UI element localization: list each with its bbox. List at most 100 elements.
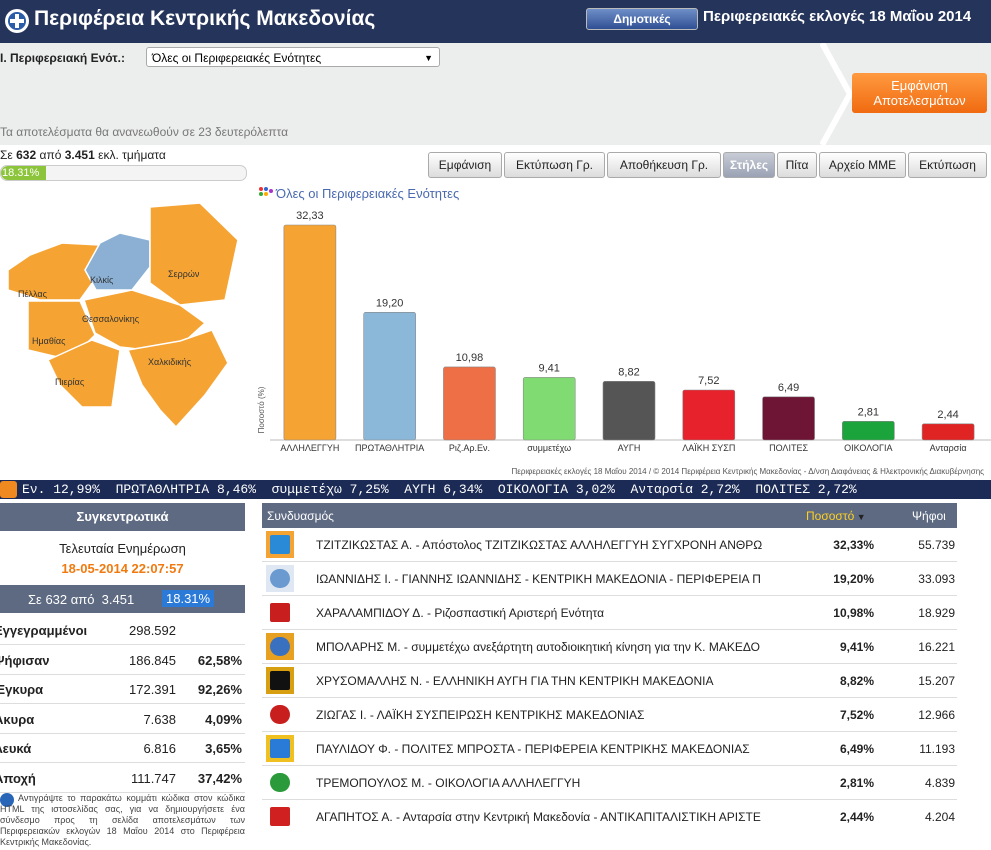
party-logo: [266, 769, 294, 796]
toolbar-button[interactable]: Αρχείο ΜΜΕ: [819, 152, 906, 178]
party-name: ΙΩΑΝΝΙΔΗΣ Ι. - ΓΙΑΝΝΗΣ ΙΩΑΝΝΙΔΗΣ - ΚΕΝΤΡ…: [316, 572, 761, 586]
last-update-label: Τελευταία Ενημέρωση: [59, 541, 186, 556]
party-logo: [266, 667, 294, 694]
result-row[interactable]: ΠΑΥΛΙΔΟΥ Φ. - ΠΟΛΙΤΕΣ ΜΠΡΟΣΤΑ - ΠΕΡΙΦΕΡΕ…: [262, 732, 957, 766]
last-update: 18-05-2014 22:07:57: [61, 561, 184, 576]
summary-percent: 62,58%: [197, 652, 242, 668]
summary-count: 186.845: [129, 652, 176, 668]
header-votes[interactable]: Ψήφοι: [912, 509, 946, 523]
show-results-button[interactable]: Εμφάνιση Αποτελεσμάτων: [852, 73, 987, 113]
bar: [602, 381, 656, 441]
bar: [842, 421, 895, 441]
refresh-note: Τα αποτελέσματα θα ανανεωθούν σε 23 δευτ…: [0, 125, 289, 139]
toolbar-button[interactable]: Εκτύπωση Γρ.: [504, 152, 605, 178]
summary-count: 111.747: [130, 770, 176, 786]
party-name: ΤΡΕΜΟΠΟΥΛΟΣ Μ. - ΟΙΚΟΛΟΓΙΑ ΑΛΛΗΛΕΓΓΥΗ: [316, 776, 581, 790]
result-row[interactable]: ΖΙΩΓΑΣ Ι. - ΛΑΪΚΗ ΣΥΣΠΕΙΡΩΣΗ ΚΕΝΤΡΙΚΗΣ Μ…: [262, 698, 957, 732]
progress-suffix: εκλ. τμήματα: [98, 148, 166, 162]
region-label: Χαλκιδικής: [148, 357, 192, 367]
party-logo-mark: [270, 739, 290, 758]
header-percent[interactable]: Ποσοστό ▼: [806, 509, 866, 523]
party-percent: 19,20%: [833, 572, 874, 586]
value-label: 2,81: [858, 406, 879, 418]
summary-percent: 37,42%: [197, 770, 242, 786]
result-row[interactable]: ΧΡΥΣΟΜΑΛΛΗΣ Ν. - ΕΛΛΗΝΙΚΗ ΑΥΓΗ ΓΙΑ ΤΗΝ Κ…: [262, 664, 957, 698]
party-percent: 32,33%: [833, 538, 874, 552]
header-percent-text: Ποσοστό: [806, 509, 855, 523]
toolbar-button[interactable]: Στήλες: [723, 152, 775, 178]
info-icon: [0, 793, 14, 807]
x-tick-label: συμμετέχω: [527, 443, 571, 453]
ticker-text: Εν. 12,99% ΠΡΩΤΑΘΛΗΤΡΙΑ 8,46% συμμετέχω …: [22, 482, 857, 497]
summary-row: Αποχή 111.747 37,42%: [0, 763, 245, 793]
bar: [283, 224, 337, 441]
value-label: 9,41: [539, 362, 560, 374]
region-label: Ημαθίας: [32, 336, 66, 346]
summary-row: Έγκυρα 172.391 92,26%: [0, 674, 245, 704]
filter-panel: Ι. Περιφερειακή Ενότ.: Όλες οι Περιφερει…: [0, 43, 991, 145]
party-percent: 9,41%: [839, 640, 874, 654]
x-tick-label: ΠΟΛΙΤΕΣ: [769, 443, 808, 453]
bar: [522, 377, 576, 441]
result-row[interactable]: ΧΑΡΑΛΑΜΠΙΔΟΥ Δ. - Ριζοσπαστική Αριστερή …: [262, 596, 957, 630]
party-votes: 12.966: [918, 708, 955, 722]
toolbar-button[interactable]: Εμφάνιση: [428, 152, 502, 178]
party-name: ΜΠΟΛΑΡΗΣ Μ. - συμμετέχω ανεξάρτητη αυτοδ…: [316, 640, 760, 654]
bar: [921, 423, 975, 441]
counted-percent: 18.31%: [162, 590, 215, 607]
municipal-button[interactable]: Δημοτικές: [586, 8, 698, 30]
summary-label: Έγκυρα: [0, 682, 44, 697]
result-row[interactable]: ΙΩΑΝΝΙΔΗΣ Ι. - ΓΙΑΝΝΗΣ ΙΩΑΝΝΙΔΗΣ - ΚΕΝΤΡ…: [262, 562, 957, 596]
x-tick-label: Ριζ.Αρ.Εν.: [449, 443, 490, 453]
selected-region: Όλες οι Περιφερειακές Ενότητες: [152, 51, 322, 65]
value-label: 8,82: [618, 366, 639, 378]
filter-label: Ι. Περιφερειακή Ενότ.:: [0, 51, 125, 65]
summary-percent: 4,09%: [205, 711, 242, 727]
party-votes: 33.093: [918, 572, 955, 586]
value-label: 2,44: [937, 409, 958, 421]
summary-label: Αποχή: [0, 770, 36, 786]
summary-label: Εγγεγραμμένοι: [0, 623, 88, 638]
election-title: Περιφερειακές εκλογές 18 Μαΐου 2014: [703, 8, 972, 25]
party-name: ΠΑΥΛΙΔΟΥ Φ. - ΠΟΛΙΤΕΣ ΜΠΡΟΣΤΑ - ΠΕΡΙΦΕΡΕ…: [316, 742, 750, 756]
result-row[interactable]: ΤΡΕΜΟΠΟΥΛΟΣ Μ. - ΟΙΚΟΛΟΓΙΑ ΑΛΛΗΛΕΓΓΥΗ 2,8…: [262, 766, 957, 800]
party-logo: [266, 701, 294, 728]
toolbar-button[interactable]: Εκτύπωση: [908, 152, 987, 178]
toolbar-button[interactable]: Αποθήκευση Γρ.: [607, 152, 721, 178]
x-tick-label: ΠΡΩΤΑΘΛΗΤΡΙΑ: [355, 443, 424, 453]
header-party[interactable]: Συνδυασμός: [267, 509, 334, 523]
region-select[interactable]: Όλες οι Περιφερειακές Ενότητες ▼: [146, 47, 440, 67]
toolbar-button[interactable]: Πίτα: [777, 152, 817, 178]
title-icon: [259, 187, 273, 196]
x-tick-label: ΑΥΓΗ: [618, 443, 641, 453]
party-percent: 2,81%: [839, 776, 874, 790]
progress-counted: 632: [16, 148, 37, 162]
progress-between: από: [39, 148, 62, 162]
rss-icon[interactable]: [0, 481, 17, 498]
result-row[interactable]: ΜΠΟΛΑΡΗΣ Μ. - συμμετέχω ανεξάρτητη αυτοδ…: [262, 630, 957, 664]
region-label: Σερρών: [168, 269, 200, 279]
region-label: Πιερίας: [55, 377, 85, 387]
chevron: [820, 43, 854, 145]
region-map: Πέλλας Κιλκίς Σερρών Θεσσαλονίκης Ημαθίας Πιε…: [7, 202, 239, 429]
x-tick-label: ΑΛΛΗΛΕΓΓΥΗ: [280, 443, 339, 453]
header-bar: Περιφέρεια Κεντρικής Μακεδονίας Δημοτικέ…: [0, 0, 991, 43]
embed-note: Αντιγράψτε το παρακάτω κομμάτι κώδικα στ…: [0, 793, 245, 847]
results-header: Συνδυασμός Ποσοστό ▼ Ψήφοι: [262, 503, 957, 528]
party-logo: [266, 633, 294, 660]
party-logo-mark: [270, 569, 290, 588]
value-label: 19,20: [376, 297, 404, 309]
summary-label: Άκυρα: [0, 711, 35, 727]
site-title: Περιφέρεια Κεντρικής Μακεδονίας: [34, 7, 376, 30]
result-row[interactable]: ΤΖΙΤΖΙΚΩΣΤΑΣ Α. - Απόστολος ΤΖΙΤΖΙΚΩΣΤΑΣ…: [262, 528, 957, 562]
party-logo-mark: [270, 637, 290, 656]
progress-prefix: Σε: [0, 148, 13, 162]
x-tick-label: Ανταρσία: [930, 443, 967, 453]
party-logo-mark: [270, 671, 290, 690]
summary-count: 6.816: [143, 741, 176, 756]
summary-row: Ψήφισαν 186.845 62,58%: [0, 645, 245, 675]
summary-count: 298.592: [129, 623, 176, 638]
result-row[interactable]: ΑΓΑΠΗΤΟΣ Α. - Ανταρσία στην Κεντρική Μακ…: [262, 800, 957, 833]
party-logo: [266, 531, 294, 558]
party-votes: 15.207: [918, 674, 955, 688]
